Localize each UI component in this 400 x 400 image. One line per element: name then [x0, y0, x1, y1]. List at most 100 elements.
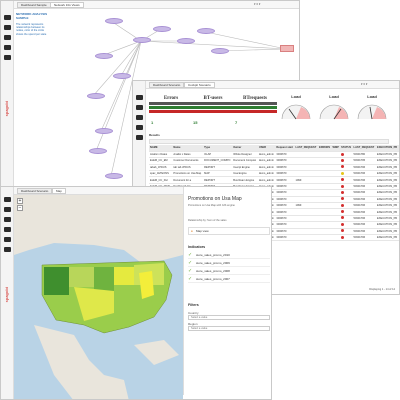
indicators-title: Indicators: [188, 245, 206, 249]
network-node[interactable]: [177, 38, 195, 44]
table-cell: 50301796: [352, 215, 376, 223]
table-cell: Analisi x Dates: [172, 151, 204, 159]
zoom-out-button[interactable]: −: [17, 205, 23, 211]
map-marker-icon: ●: [191, 229, 193, 233]
folder-icon[interactable]: [4, 207, 11, 212]
column-header[interactable]: EXECUTION_PR: [376, 145, 399, 152]
folder-icon[interactable]: [136, 105, 143, 110]
table-cell: 3030670: [275, 170, 295, 178]
settings-icon[interactable]: [4, 55, 11, 60]
tab-dashboard-scenario[interactable]: Dashboard Scenario: [17, 188, 53, 194]
user-icon[interactable]: [136, 125, 143, 130]
network-node[interactable]: [105, 173, 123, 179]
table-cell: [294, 157, 319, 165]
table-cell: [318, 215, 332, 223]
network-node[interactable]: [105, 18, 123, 24]
network-node[interactable]: [113, 73, 131, 79]
table-row[interactable]: Analisi x Dates Analisi x Dates OLAP Whole …: [149, 151, 399, 159]
home-icon[interactable]: [136, 95, 143, 100]
country-select[interactable]: Select a value: [188, 315, 270, 320]
tab-dashboard-scenario[interactable]: Dashboard Scenario: [149, 82, 185, 88]
tab-map[interactable]: Map: [52, 188, 66, 194]
indicator-item[interactable]: ✓ store_sales_promo_2009: [188, 259, 270, 267]
table-cell: 1999: [294, 202, 319, 210]
tab-cockpit-scenario[interactable]: Cockpit Scenario: [184, 82, 215, 88]
user-icon[interactable]: [4, 227, 11, 232]
table-row[interactable]: spac_JETEONS Promotions on Usa Map MAP Usa …: [149, 170, 399, 178]
indicator-item[interactable]: ✓ store_sales_promo_2010: [188, 251, 270, 259]
map-canvas[interactable]: + −: [14, 195, 183, 399]
network-panel-text: The network represents relationships bet…: [16, 23, 47, 36]
table-row[interactable]: tabab_JPDUS tab tab JPDUS REPORT Ceerpt Eng…: [149, 164, 399, 172]
network-node[interactable]: [153, 26, 171, 32]
gauge-dial: [357, 104, 387, 120]
indicator-label: store_sales_promo_2009: [196, 261, 230, 265]
gauge-title: Load: [367, 94, 377, 99]
map-sidebar: spagobi: [1, 187, 14, 399]
document-icon[interactable]: [4, 35, 11, 40]
table-cell: [331, 215, 341, 223]
tab-network-info-views[interactable]: Network Info Views: [50, 2, 84, 8]
menu-icon[interactable]: ▾ ≡ ▾: [361, 82, 368, 86]
column-header[interactable]: USER: [257, 145, 276, 152]
table-cell: [318, 234, 332, 242]
home-icon[interactable]: [4, 197, 11, 202]
column-header[interactable]: ERRORS: [318, 145, 332, 152]
menu-icon[interactable]: ▾ ≡ ▾: [254, 2, 261, 6]
table-cell: [340, 215, 353, 223]
kpi-bar: [233, 110, 277, 113]
table-cell: [340, 176, 353, 184]
region-select[interactable]: Select a value: [188, 326, 270, 331]
table-cell: EXECUTION_PR: [376, 176, 399, 184]
user-icon[interactable]: [4, 45, 11, 50]
table-cell: EXECUTION_PR: [376, 170, 399, 178]
zoom-in-button[interactable]: +: [17, 198, 23, 204]
indicator-item[interactable]: ✓ store_sales_promo_2007: [188, 275, 270, 283]
table-row[interactable]: ELEM_CC_EM Customer Documents DOCUMENT_COM…: [149, 157, 399, 165]
column-header[interactable]: Name: [172, 145, 204, 152]
network-node[interactable]: [95, 128, 113, 134]
column-header[interactable]: WMP: [331, 145, 341, 152]
indicator-item[interactable]: ✓ store_sales_promo_2008: [188, 267, 270, 275]
column-header[interactable]: STATUS: [340, 145, 353, 152]
column-header[interactable]: Owner: [232, 145, 258, 152]
folder-icon[interactable]: [4, 25, 11, 30]
twitter-icon[interactable]: [4, 247, 11, 252]
column-header[interactable]: Request start: [275, 145, 295, 152]
network-panel-title: NETWORK ANALYSIS SAMPLE: [16, 12, 48, 20]
network-node[interactable]: [133, 37, 151, 43]
document-icon[interactable]: [136, 115, 143, 120]
status-indicator: [341, 235, 345, 239]
table-row[interactable]: ELEM_CC_DsI Document for a REPORT Bus Ream …: [149, 176, 399, 184]
column-header[interactable]: LAST_REQUEST: [352, 145, 376, 152]
table-cell: 50301796: [352, 228, 376, 236]
network-node-highlighted[interactable]: [280, 45, 294, 52]
table-cell: Customer Documents: [172, 157, 204, 165]
table-cell: [318, 151, 332, 159]
column-header[interactable]: NAME: [149, 145, 173, 152]
table-cell: [294, 228, 319, 236]
map-view-toggle[interactable]: ● Map view: [188, 227, 270, 235]
gauge-dial: [281, 104, 311, 120]
network-node[interactable]: [89, 148, 107, 154]
network-node[interactable]: [95, 53, 113, 59]
map-geography: [14, 195, 183, 399]
document-icon[interactable]: [4, 217, 11, 222]
map-topbar: Dashboard Scenario Map: [14, 187, 271, 195]
network-node[interactable]: [87, 93, 105, 99]
table-cell: [294, 189, 319, 197]
home-icon[interactable]: [4, 15, 11, 20]
settings-icon[interactable]: [4, 237, 11, 242]
kpi-bt-users: BT-users 15: [191, 96, 235, 125]
settings-icon[interactable]: [136, 135, 143, 140]
map-panel-title: Promotions on Usa Map: [188, 196, 242, 202]
column-header[interactable]: Type: [203, 145, 233, 152]
relationship-label: Relationship by: Sum of the sales: [188, 219, 227, 222]
column-header[interactable]: LAST_REQUEST: [294, 145, 319, 152]
table-cell: 50301796: [352, 202, 376, 210]
status-indicator: [341, 210, 345, 214]
table-cell: 3030670: [275, 234, 295, 242]
network-node[interactable]: [211, 48, 229, 54]
network-node[interactable]: [197, 28, 215, 34]
kpi-errors: Errors 1: [149, 96, 193, 125]
